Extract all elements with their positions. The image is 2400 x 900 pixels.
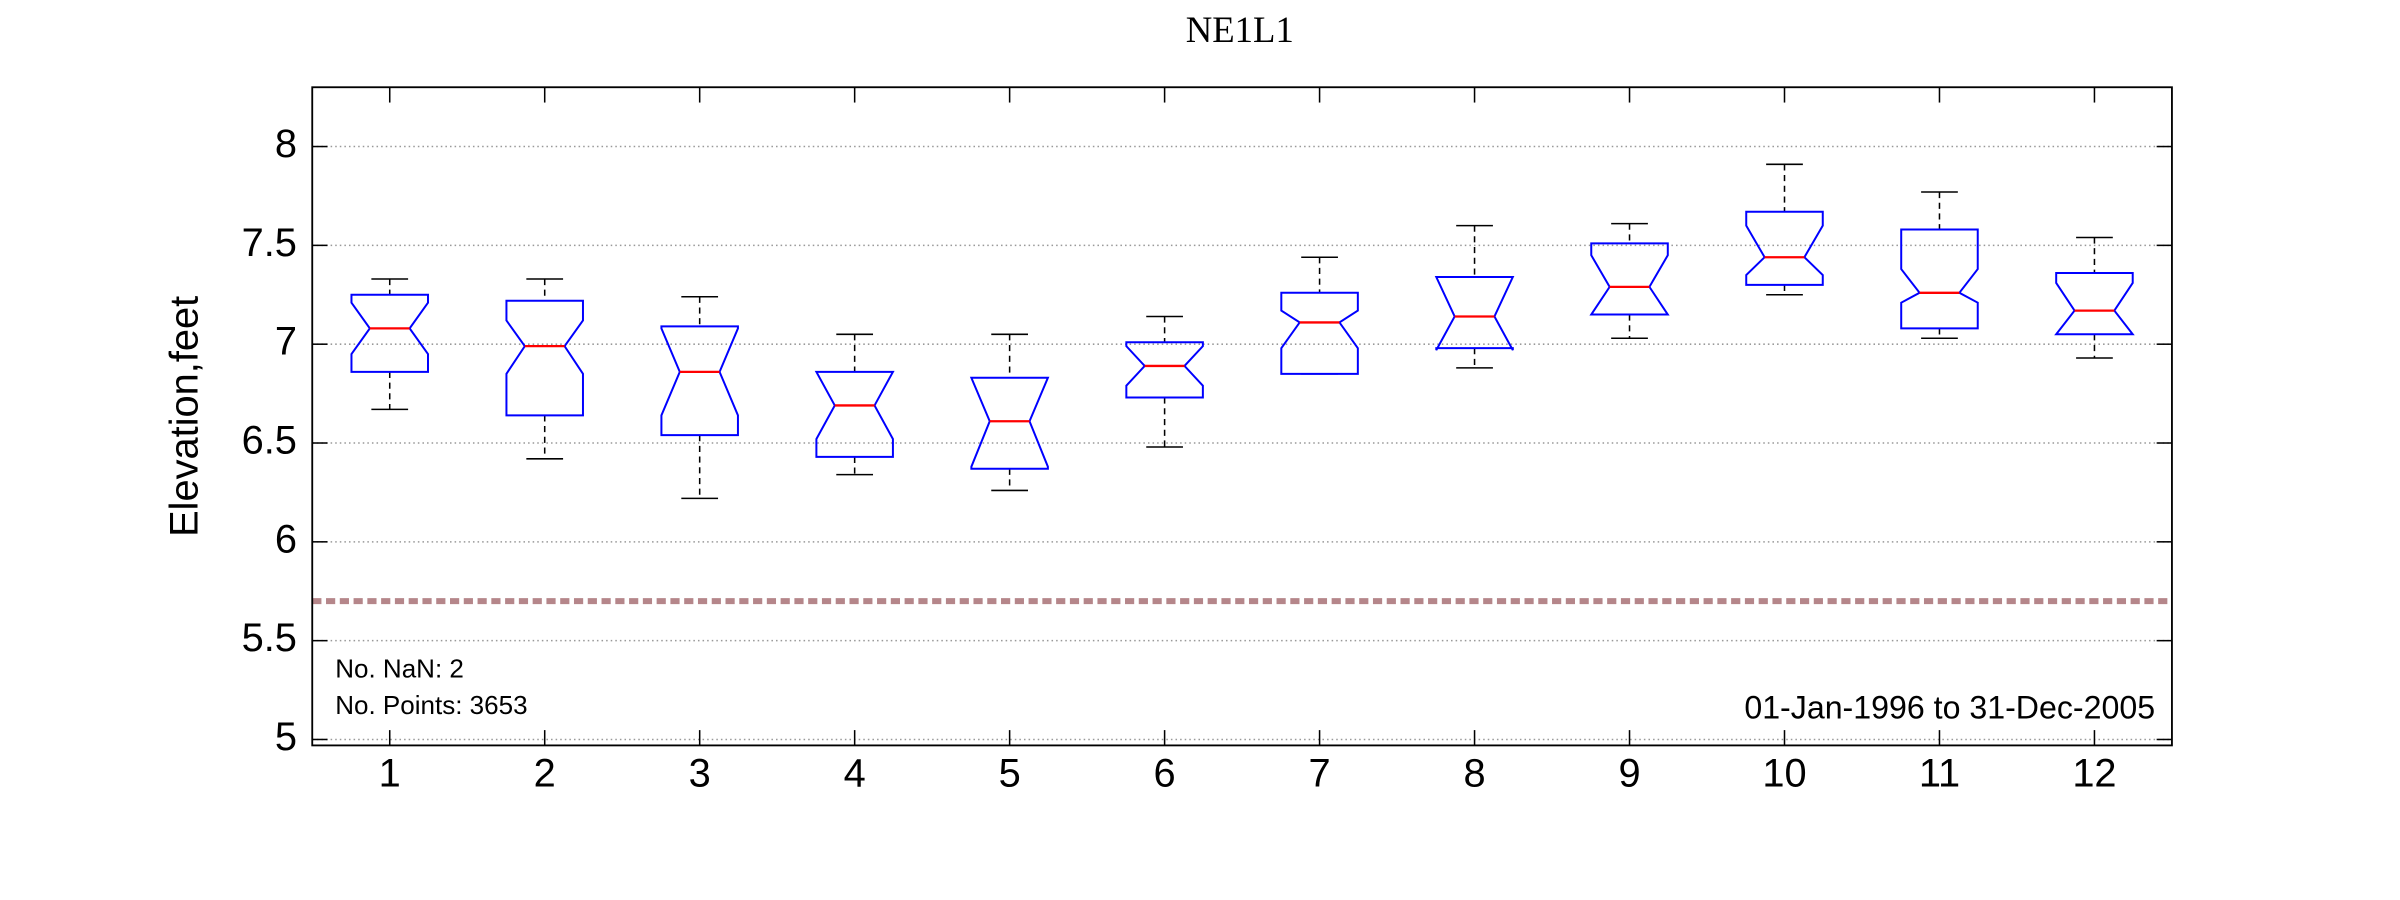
y-tick-label: 6.5 [242, 419, 297, 463]
x-tick-label: 1 [379, 752, 401, 796]
x-tick-label: 10 [1762, 752, 1806, 796]
x-tick-label: 11 [1919, 752, 1960, 796]
box [1900, 228, 1979, 330]
y-tick-label: 7.5 [242, 221, 297, 265]
box [660, 325, 739, 437]
annotation: No. Points: 3653 [335, 690, 527, 720]
box [1745, 210, 1824, 286]
box [1434, 275, 1515, 351]
plot-frame [311, 86, 2173, 747]
y-tick-label: 7 [275, 320, 297, 364]
x-tick-label: 9 [1618, 752, 1640, 796]
annotation: 01-Jan-1996 to 31-Dec-2005 [1744, 690, 2155, 726]
y-tick-label: 5 [275, 715, 297, 759]
x-tick-label: 4 [844, 752, 866, 796]
x-tick-label: 5 [999, 752, 1021, 796]
x-tick-label: 3 [689, 752, 711, 796]
x-tick-label: 6 [1154, 752, 1176, 796]
y-tick-label: 5.5 [242, 616, 297, 660]
x-tick-label: 2 [534, 752, 556, 796]
x-tick-label: 7 [1309, 752, 1331, 796]
box [2054, 272, 2135, 336]
y-axis-label: Elevation,feet [162, 296, 206, 537]
x-tick-label: 8 [1463, 752, 1485, 796]
box [1125, 341, 1204, 399]
box [505, 299, 584, 417]
y-tick-label: 8 [275, 122, 297, 166]
y-tick-label: 6 [275, 517, 297, 561]
box [1280, 291, 1359, 375]
x-tick-label: 12 [2072, 752, 2116, 796]
box [350, 293, 429, 373]
box [814, 370, 895, 458]
box [1589, 242, 1670, 316]
chart-title: NE1L1 [1186, 9, 1294, 50]
annotation: No. NaN: 2 [335, 653, 464, 683]
box [969, 376, 1050, 470]
